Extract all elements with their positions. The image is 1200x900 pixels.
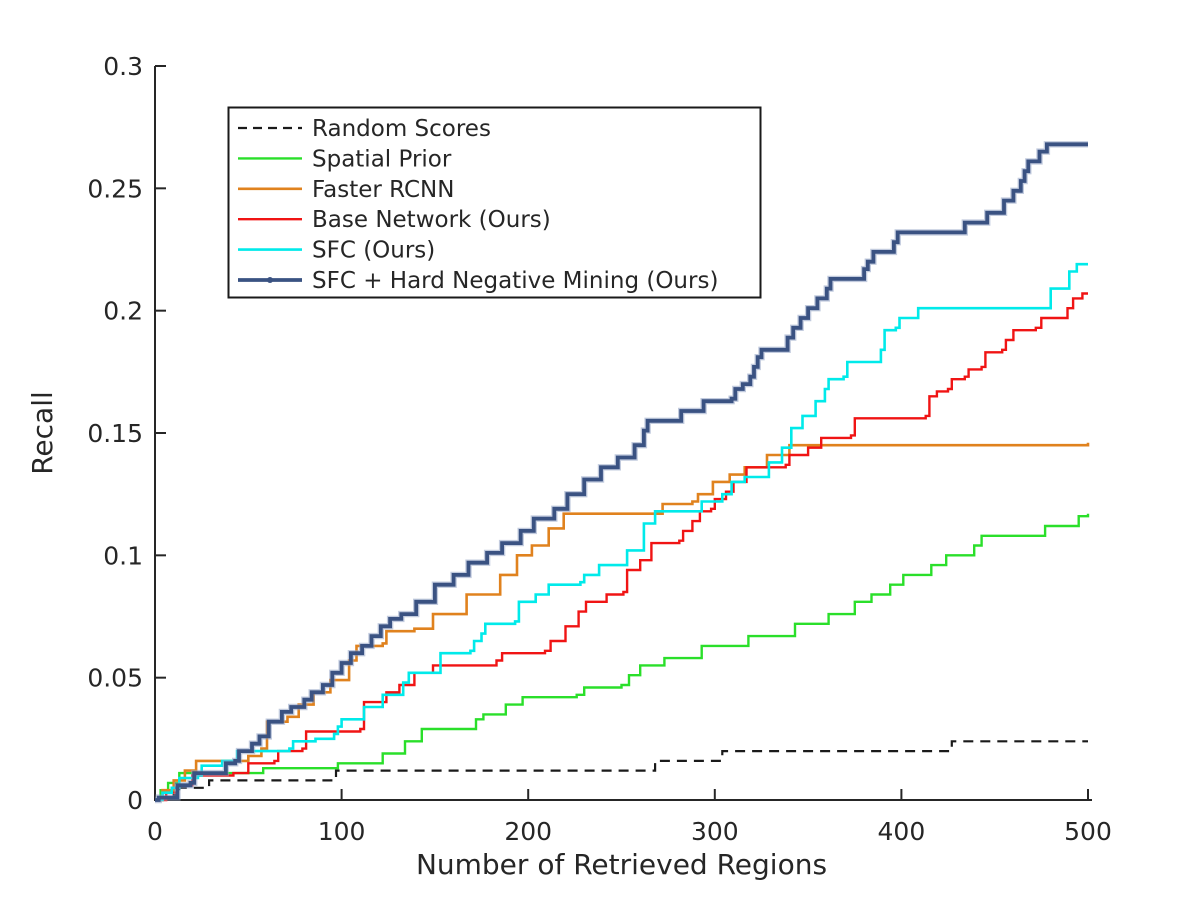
y-tick-label: 0.05 — [87, 664, 143, 693]
x-tick-label: 500 — [1064, 817, 1112, 846]
series-line-base-network-ours — [155, 292, 1088, 802]
legend-entry-sfc-hard-negative-mining-ours: SFC + Hard Negative Mining (Ours) — [238, 268, 718, 294]
legend-entry-spatial-prior: Spatial Prior — [238, 146, 452, 172]
x-tick-label: 0 — [147, 817, 163, 846]
x-tick-label: 100 — [318, 817, 366, 846]
x-tick-label: 200 — [504, 817, 552, 846]
legend-entry-base-network-ours: Base Network (Ours) — [238, 207, 551, 233]
legend-label: Faster RCNN — [312, 177, 454, 203]
legend-entry-sfc-ours: SFC (Ours) — [238, 238, 435, 264]
y-axis-label: Recall — [26, 391, 59, 475]
legend-box — [227, 106, 762, 299]
y-tick-label: 0.25 — [87, 174, 143, 203]
axes: 0 100 200 300 400 500 0 0.05 0.1 0.15 0.2 0.25 0.3 Nu… — [26, 52, 1112, 881]
legend-label: Spatial Prior — [312, 146, 452, 172]
y-tick-label: 0.15 — [87, 419, 143, 448]
legend-label: SFC + Hard Negative Mining (Ours) — [312, 268, 718, 294]
series-lines — [155, 141, 1090, 804]
series-line-sfc-hard-negative-mining-ours — [155, 142, 1088, 802]
series-line-sfc-ours — [155, 262, 1088, 802]
series-line-faster-rcnn — [155, 442, 1090, 802]
legend: Random Scores Spatial Prior Faster RCNN Bas… — [227, 106, 762, 299]
y-tick-label: 0.3 — [103, 52, 143, 81]
x-tick-label: 300 — [691, 817, 739, 846]
legend-label: Random Scores — [312, 116, 491, 142]
x-axis-label: Number of Retrieved Regions — [416, 848, 827, 881]
legend-label: SFC (Ours) — [312, 238, 435, 264]
legend-entry-faster-rcnn: Faster RCNN — [238, 177, 454, 203]
legend-entry-random-scores: Random Scores — [238, 116, 491, 142]
x-tick-label: 400 — [878, 817, 926, 846]
y-tick-label: 0.1 — [103, 541, 143, 570]
legend-label: Base Network (Ours) — [312, 207, 551, 233]
y-tick-label: 0 — [127, 786, 143, 815]
y-tick-label: 0.2 — [103, 297, 143, 326]
series-line-spatial-prior — [155, 513, 1090, 802]
legend-marker-dot — [267, 277, 273, 283]
